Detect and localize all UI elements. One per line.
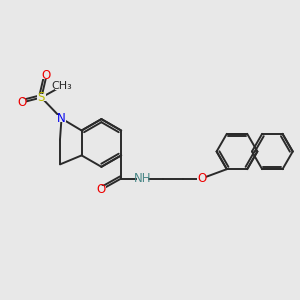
- Bar: [42, 72, 51, 79]
- Text: S: S: [38, 91, 45, 104]
- Bar: [55, 83, 68, 90]
- Bar: [57, 115, 66, 122]
- Text: O: O: [197, 172, 206, 185]
- Text: O: O: [42, 69, 51, 82]
- Bar: [97, 186, 106, 193]
- Text: CH₃: CH₃: [51, 81, 72, 92]
- Text: O: O: [17, 96, 26, 109]
- Bar: [137, 175, 148, 182]
- Text: O: O: [97, 183, 106, 196]
- Bar: [37, 94, 46, 101]
- Text: N: N: [57, 112, 66, 125]
- Bar: [197, 175, 206, 182]
- Bar: [17, 99, 26, 106]
- Text: NH: NH: [134, 172, 151, 185]
